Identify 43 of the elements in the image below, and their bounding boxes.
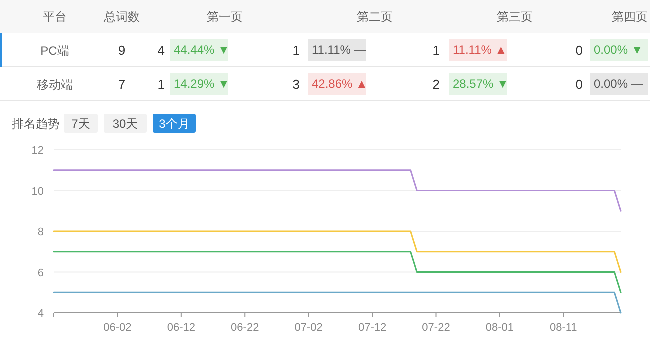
y-tick-label: 12 [32, 145, 44, 157]
x-tick-label: 06-02 [104, 322, 132, 334]
text: 7天 [72, 117, 90, 131]
x-tick-label: 07-02 [294, 322, 323, 334]
text: 30天 [112, 117, 138, 131]
text: 1 [292, 43, 300, 58]
text: 2 [432, 77, 440, 92]
text: 9 [118, 43, 126, 58]
chart-title: 排名趋势 [12, 117, 60, 131]
text: 7 [118, 77, 126, 92]
text: 11.11% ▲ [453, 43, 508, 57]
x-tick-label: 06-22 [231, 322, 260, 334]
text: 0.00% ▼ [594, 43, 644, 57]
text: 1 [158, 77, 165, 92]
text: 44.44% ▼ [174, 43, 230, 57]
text: 0 [576, 43, 583, 58]
text: 1 [432, 43, 440, 58]
text: 3个月 [159, 117, 190, 131]
text: 0 [576, 77, 583, 92]
text: 11.11% — [312, 43, 366, 57]
category-label: 第二页 [357, 10, 393, 24]
category-label: 第一页 [207, 10, 243, 24]
category-label: 平台 [43, 10, 67, 24]
category-label: 第三页 [497, 10, 533, 24]
x-tick-label: 08-11 [550, 322, 578, 334]
y-tick-label: 10 [32, 186, 44, 198]
category-label: 第四页 [612, 10, 648, 24]
y-tick-label: 6 [38, 267, 44, 280]
text: 移动端 [37, 78, 73, 92]
text: 3 [292, 77, 300, 92]
text: PC端 [40, 44, 70, 58]
text: 14.29% ▼ [174, 77, 230, 91]
x-tick-label: 08-01 [486, 322, 514, 334]
x-tick-label: 07-22 [422, 322, 450, 334]
text: 42.86% ▲ [312, 77, 368, 91]
text: 4 [158, 43, 165, 58]
category-label: 总词数 [103, 10, 140, 24]
text: 0.00% — [594, 77, 644, 91]
x-tick-label: 07-12 [358, 322, 387, 334]
y-tick-label: 4 [38, 308, 44, 320]
text: 28.57% ▼ [453, 77, 509, 91]
y-tick-label: 8 [38, 226, 44, 238]
x-tick-label: 06-12 [167, 322, 196, 334]
